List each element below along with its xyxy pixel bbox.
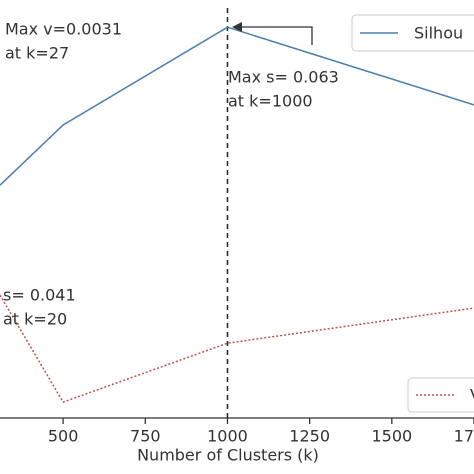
annotation-arrow	[240, 26, 313, 45]
legend-label: V	[470, 386, 474, 405]
x-tick-label: 750	[130, 427, 161, 446]
arrow-head	[232, 22, 242, 32]
annotation: s= 0.041	[3, 286, 76, 305]
annotation: at k=20	[3, 310, 67, 329]
annotation: Max s= 0.063	[228, 68, 339, 87]
x-tick-label: 500	[48, 427, 79, 446]
x-tick-label: 1000	[207, 427, 248, 446]
series-line	[0, 26, 474, 186]
x-tick-label: 1750	[454, 427, 474, 446]
legend-box	[351, 14, 474, 52]
annotation: Max v=0.0031	[5, 20, 122, 39]
legend-label: Silhou	[414, 24, 463, 43]
annotation: at k=27	[5, 44, 69, 63]
annotation: at k=1000	[228, 92, 313, 111]
x-tick-label: 1500	[371, 427, 412, 446]
x-axis-label: Number of Clusters (k)	[137, 446, 319, 465]
x-tick-label: 1250	[289, 427, 330, 446]
series-line	[0, 294, 474, 404]
